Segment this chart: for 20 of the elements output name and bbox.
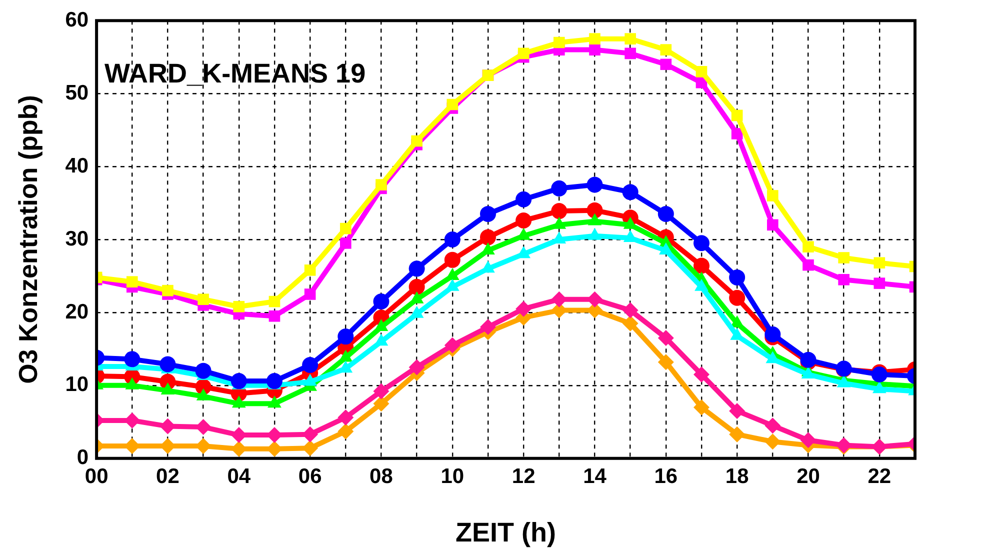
x-tick-label: 18 xyxy=(725,464,750,488)
annotation: WARD_K-MEANS 19 xyxy=(104,58,366,89)
y-tick-label: 10 xyxy=(65,373,89,396)
x-tick-label: 10 xyxy=(440,464,464,488)
x-tick-label: 14 xyxy=(583,464,607,488)
y-tick-label: 40 xyxy=(65,154,89,178)
x-tick-label: 06 xyxy=(298,464,322,488)
y-tick-label: 20 xyxy=(65,300,89,324)
y-axis-title: O3 Konzentration (ppb) xyxy=(12,95,43,384)
y-tick-label: 60 xyxy=(65,8,89,32)
y-tick-label: 50 xyxy=(65,81,89,104)
x-tick-label: 08 xyxy=(370,464,394,488)
x-tick-label: 16 xyxy=(654,464,678,488)
y-tick-label: 30 xyxy=(65,227,89,250)
x-axis-title: ZEIT (h) xyxy=(456,517,556,548)
x-tick-label: 20 xyxy=(796,464,820,488)
x-tick-label: 04 xyxy=(227,464,251,488)
x-tick-label: 12 xyxy=(512,464,536,488)
x-tick-label: 22 xyxy=(868,464,892,488)
x-tick-label: 02 xyxy=(156,464,180,488)
